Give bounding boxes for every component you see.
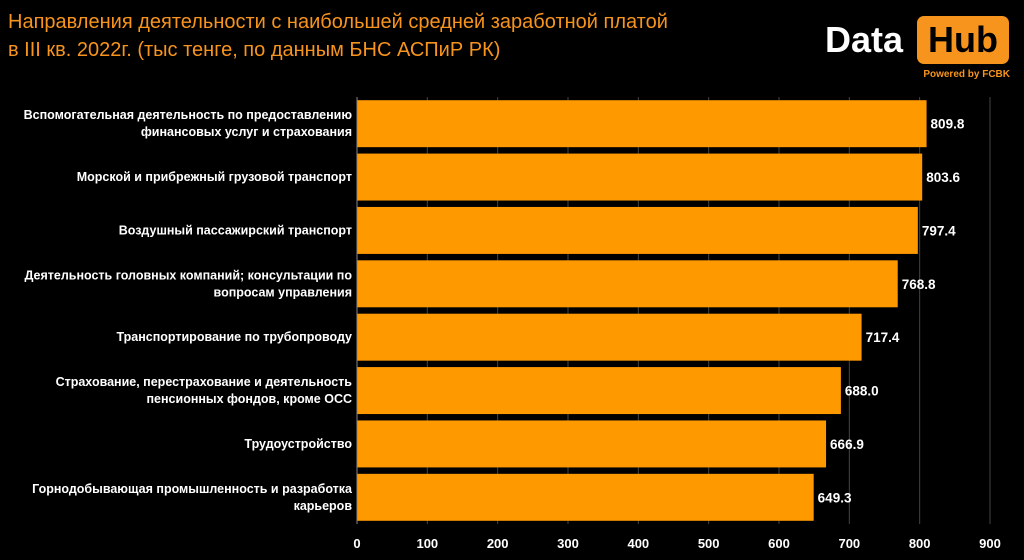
bar <box>357 153 923 201</box>
bar <box>357 206 918 254</box>
category-label: Страхование, перестрахование и деятельно… <box>56 375 353 389</box>
x-tick-label: 800 <box>909 536 931 551</box>
category-label: Воздушный пассажирский транспорт <box>119 223 352 237</box>
category-label: Трудоустройство <box>244 437 352 451</box>
x-tick-label: 200 <box>487 536 509 551</box>
value-label: 649.3 <box>818 490 852 505</box>
value-label: 809.8 <box>931 117 965 132</box>
x-tick-label: 400 <box>627 536 649 551</box>
chart-title: Направления деятельности с наибольшей ср… <box>8 8 788 64</box>
value-label: 688.0 <box>845 384 879 399</box>
category-label: Морской и прибрежный грузовой транспорт <box>77 170 352 184</box>
bar <box>357 367 841 415</box>
bar <box>357 420 827 468</box>
category-label: Деятельность головных компаний; консульт… <box>24 268 352 282</box>
value-label: 666.9 <box>830 437 864 452</box>
bar <box>357 313 862 361</box>
category-label: вопросам управления <box>214 285 352 299</box>
logo-word-data: Data <box>825 19 904 60</box>
value-label: 803.6 <box>926 170 960 185</box>
category-label: карьеров <box>294 499 353 513</box>
x-tick-label: 0 <box>353 536 360 551</box>
x-tick-label: 900 <box>979 536 1001 551</box>
category-label: пенсионных фондов, кроме ОСС <box>147 392 353 406</box>
value-label: 768.8 <box>902 277 936 292</box>
chart-title-line-2: в III кв. 2022г. (тыс тенге, по данным Б… <box>8 39 501 61</box>
x-tick-label: 500 <box>698 536 720 551</box>
value-label: 797.4 <box>922 223 956 238</box>
x-tick-label: 700 <box>838 536 860 551</box>
value-label: 717.4 <box>866 330 900 345</box>
bar <box>357 473 814 521</box>
category-label: финансовых услуг и страхования <box>141 125 352 139</box>
category-label: Вспомогательная деятельность по предоста… <box>24 108 353 122</box>
category-label: Транспортирование по трубопроводу <box>116 330 352 344</box>
bar <box>357 100 927 148</box>
category-label: Горнодобывающая промышленность и разрабо… <box>32 482 353 496</box>
logo-word-hub: Hub <box>917 16 1009 64</box>
bar <box>357 260 898 308</box>
logo-powered-by: Powered by FCBK <box>923 69 1010 80</box>
datahub-logo: Data Hub Powered by FCBK <box>825 10 1010 82</box>
x-tick-label: 300 <box>557 536 579 551</box>
x-tick-label: 600 <box>768 536 790 551</box>
chart-title-line-1: Направления деятельности с наибольшей ср… <box>8 11 668 33</box>
x-tick-label: 100 <box>416 536 438 551</box>
